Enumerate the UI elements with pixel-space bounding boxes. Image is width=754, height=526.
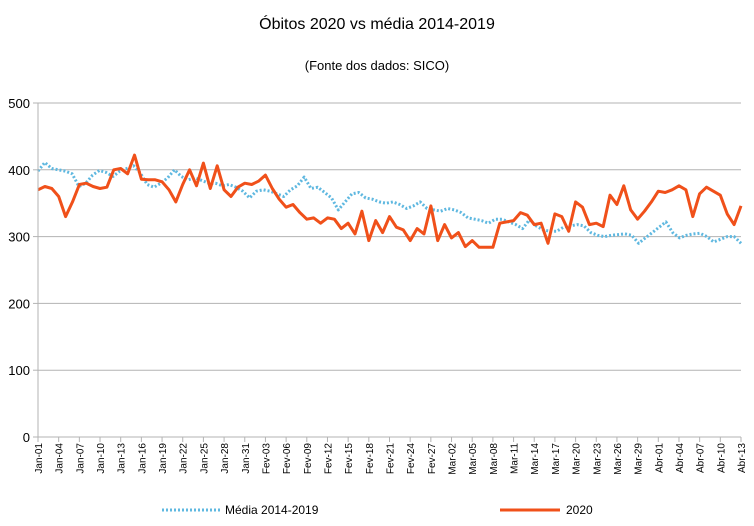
x-tick-label: Jan-28 (220, 443, 231, 474)
x-tick-label: Abr-07 (696, 443, 707, 473)
x-tick-label: Fev-18 (365, 443, 376, 475)
legend-label-2020: 2020 (566, 503, 593, 517)
x-tick-label: Jan-07 (75, 443, 86, 474)
x-tick-label: Abr-10 (716, 443, 727, 473)
legend: Média 2014-2019 2020 (162, 503, 593, 517)
x-tick-label: Fev-21 (386, 443, 397, 475)
x-axis-ticks: Jan-01 Jan-04 Jan-07 Jan-10 Jan-13 Jan-16 Jan-… (34, 437, 748, 475)
x-tick-label: Fev-03 (261, 443, 272, 475)
x-tick-label: Jan-10 (96, 443, 107, 474)
x-tick-label: Jan-25 (199, 443, 210, 474)
y-axis-ticks: 0 100 200 300 400 500 (8, 96, 38, 445)
x-tick-label: Mar-29 (634, 443, 645, 475)
x-tick-label: Mar-11 (510, 443, 521, 474)
x-tick-label: Jan-16 (137, 443, 148, 474)
axes (37, 103, 741, 438)
x-tick-label: Mar-08 (489, 443, 500, 475)
x-tick-label: Jan-13 (117, 443, 128, 474)
series-lines (36, 153, 743, 249)
y-tick-label: 400 (8, 163, 30, 178)
chart-subtitle: (Fonte dos dados: SICO) (305, 58, 450, 73)
x-tick-label: Mar-26 (613, 443, 624, 475)
series-line-1 (37, 153, 743, 249)
x-tick-label: Abr-01 (654, 443, 665, 473)
x-tick-label: Mar-14 (530, 443, 541, 475)
x-tick-label: Fev-12 (323, 443, 334, 475)
x-tick-label: Mar-23 (592, 443, 603, 475)
grid (38, 102, 741, 371)
x-tick-label: Fev-24 (406, 443, 417, 475)
x-tick-label: Jan-01 (34, 443, 45, 474)
x-tick-label: Abr-13 (737, 443, 748, 473)
chart-title: Óbitos 2020 vs média 2014-2019 (259, 14, 495, 33)
x-tick-label: Abr-04 (675, 443, 686, 473)
x-tick-label: Mar-20 (572, 443, 583, 475)
x-tick-label: Fev-15 (344, 443, 355, 475)
x-tick-label: Jan-19 (158, 443, 169, 474)
legend-label-media: Média 2014-2019 (225, 503, 319, 517)
x-tick-label: Mar-02 (448, 443, 459, 475)
x-tick-label: Fev-06 (282, 443, 293, 475)
x-tick-label: Fev-09 (303, 443, 314, 475)
y-tick-label: 500 (8, 96, 30, 111)
x-tick-label: Fev-27 (427, 443, 438, 475)
y-tick-label: 100 (8, 363, 30, 378)
series-line-0 (36, 161, 743, 245)
x-tick-label: Jan-04 (55, 443, 66, 474)
y-tick-label: 0 (23, 430, 30, 445)
x-tick-label: Jan-31 (241, 443, 252, 474)
x-tick-label: Jan-22 (179, 443, 190, 474)
x-tick-label: Mar-05 (468, 443, 479, 475)
y-tick-label: 300 (8, 230, 30, 245)
y-tick-label: 200 (8, 296, 30, 311)
x-tick-label: Mar-17 (551, 443, 562, 475)
